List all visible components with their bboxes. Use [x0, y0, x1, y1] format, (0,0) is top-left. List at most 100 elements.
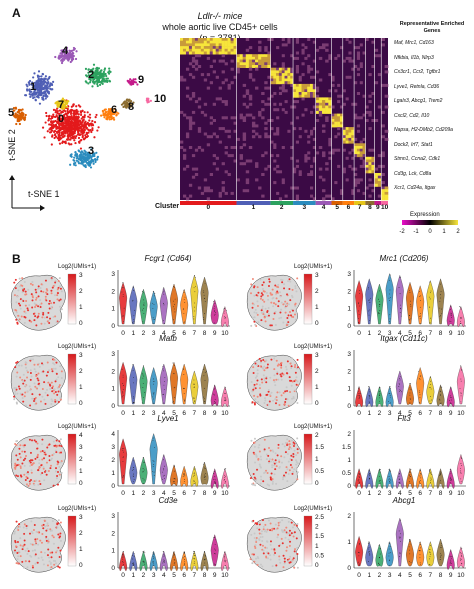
violin-9 — [210, 534, 219, 567]
violin-x-tick: 3 — [152, 330, 156, 337]
violin-0 — [355, 386, 364, 408]
expression-gradient — [402, 220, 458, 225]
violin-x-tick: 3 — [152, 490, 156, 497]
violin-6 — [180, 465, 189, 487]
violin-7 — [426, 280, 435, 325]
violin-y-tick: 3 — [111, 444, 115, 451]
violin-x-tick: 6 — [182, 330, 186, 337]
violin-y-tick: 0 — [347, 565, 351, 572]
violin-0 — [119, 281, 128, 325]
violin-2 — [139, 365, 148, 405]
violin-y-tick: 2 — [347, 513, 351, 520]
violin-x-tick: 0 — [121, 330, 125, 337]
legend-tick: 0 — [315, 400, 319, 407]
legend-tick: 2 — [315, 524, 319, 531]
legend-title: Log2(UMIs+1) — [58, 344, 97, 350]
violin-8 — [200, 550, 209, 571]
legend-tick: 3 — [79, 514, 83, 521]
violin-x-tick: 10 — [457, 572, 465, 579]
violin-6 — [416, 366, 425, 405]
arrow-head-icon — [9, 175, 15, 180]
gene-row: Cxcl2, Cd2, Il10 — [394, 112, 430, 119]
legend-colorbar — [303, 273, 313, 325]
legend-tick: 1.5 — [315, 533, 324, 540]
genes-header: Representative Enriched Genes — [399, 21, 465, 34]
legend-title: Log2(UMIs+1) — [58, 506, 97, 512]
violin-10 — [456, 365, 465, 405]
gene-row: Dock2, Irf7, Stat1 — [394, 141, 433, 148]
legend-colorbar — [67, 353, 77, 405]
heatmap-cluster-tick: 4 — [322, 204, 326, 211]
tsne-x-label: t-SNE 1 — [28, 189, 60, 199]
tsne-cluster-9 — [126, 78, 139, 86]
violin-x-tick: 1 — [131, 330, 135, 337]
violin-8 — [436, 538, 445, 567]
violin-x-tick: 6 — [182, 572, 186, 579]
legend-tick: 0 — [79, 400, 83, 407]
violin-y-tick: 2 — [111, 368, 115, 375]
legend-tick: 0 — [79, 562, 83, 569]
violin-1 — [365, 541, 374, 567]
heatmap-cluster-tick: 3 — [303, 204, 307, 211]
violin-x-tick: 10 — [221, 410, 229, 417]
violin-8 — [200, 461, 209, 485]
violin-1 — [129, 456, 138, 485]
violin-x-tick: 2 — [378, 572, 382, 579]
legend-colorbar — [67, 515, 77, 567]
tsne-cluster-number: 2 — [88, 69, 94, 81]
violin-x-tick: 8 — [439, 410, 443, 417]
violin-y-tick: 0 — [111, 483, 115, 490]
legend-tick: 1 — [315, 304, 319, 311]
violin-x-tick: 7 — [429, 330, 433, 337]
legend-tick: 1 — [79, 468, 83, 475]
violin-x-tick: 5 — [408, 490, 412, 497]
violin-x-tick: 5 — [408, 410, 412, 417]
violin-x-tick: 1 — [131, 572, 135, 579]
legend-tick: 1 — [315, 384, 319, 391]
legend-tick: 0.5 — [315, 468, 324, 475]
legend-tick: 0 — [79, 480, 83, 487]
violin-x-tick: 4 — [398, 410, 402, 417]
violin-x-tick: 4 — [398, 572, 402, 579]
violin-2 — [375, 468, 384, 489]
violin-x-tick: 5 — [408, 330, 412, 337]
violin-x-tick: 1 — [367, 410, 371, 417]
violin-x-tick: 1 — [367, 572, 371, 579]
violin-x-tick: 0 — [357, 490, 361, 497]
tsne-cluster-2 — [84, 63, 112, 88]
violin-x-tick: 9 — [213, 490, 217, 497]
violin-x-tick: 1 — [367, 490, 371, 497]
violin-y-tick: 1 — [347, 386, 351, 393]
violin-x-tick: 4 — [398, 330, 402, 337]
legend-tick: 0 — [315, 480, 319, 487]
gene-title: Itgax (Cd11c) — [380, 334, 428, 343]
violin-4 — [159, 363, 168, 405]
violin-x-tick: 9 — [449, 490, 453, 497]
violin-3 — [149, 433, 158, 485]
violin-7 — [426, 468, 435, 489]
violin-y-tick: 3 — [111, 271, 115, 278]
violin-1 — [129, 363, 138, 405]
violin-x-tick: 9 — [213, 330, 217, 337]
legend-tick: 2 — [315, 432, 319, 439]
violin-2 — [139, 456, 148, 485]
violin-y-tick: 1.5 — [342, 444, 351, 451]
tsne-cluster-8 — [120, 98, 135, 109]
gene-row: Nfkbia, Il1b, Nlrp3 — [394, 54, 434, 61]
violin-x-tick: 10 — [457, 410, 465, 417]
violin-x-tick: 5 — [172, 410, 176, 417]
violin-x-tick: 5 — [408, 572, 412, 579]
legend-tick: 1 — [79, 384, 83, 391]
gene-panel: Lyve1 Log2(UMIs+1) 4 3 2 1 0 4 3 2 1 0 0 1 2 3 4 5 6 7 8 9 10 — [0, 414, 236, 502]
violin-8 — [200, 276, 209, 325]
violin-y-tick: 4 — [111, 431, 115, 438]
violin-x-tick: 8 — [439, 490, 443, 497]
tsne-cluster-number: 1 — [30, 81, 36, 93]
violin-5 — [406, 281, 414, 325]
legend-tick: 1.5 — [315, 444, 324, 451]
heatmap-cluster-tick: 7 — [358, 204, 362, 211]
violin-6 — [180, 550, 189, 571]
tsne-cluster-0 — [41, 99, 100, 150]
